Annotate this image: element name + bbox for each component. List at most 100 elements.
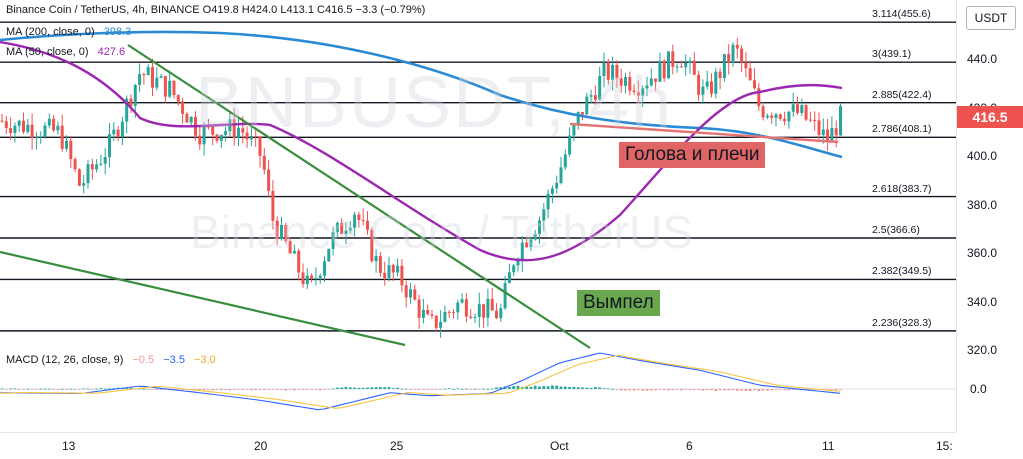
macd-histogram-bar bbox=[47, 388, 51, 390]
macd-histogram-bar bbox=[628, 389, 632, 391]
macd-histogram-bar bbox=[714, 389, 718, 392]
candle-body bbox=[589, 95, 593, 97]
candle-body bbox=[409, 289, 412, 298]
annotation-pennant[interactable]: Вымпел bbox=[577, 290, 660, 316]
price-tick-label: 340.0 bbox=[967, 294, 998, 309]
candle-body bbox=[774, 114, 778, 118]
candle-body bbox=[748, 68, 752, 81]
candle-body bbox=[426, 309, 430, 315]
candle-body bbox=[77, 169, 81, 186]
macd-histogram-bar bbox=[667, 389, 670, 391]
macd-histogram-bar bbox=[602, 388, 606, 390]
macd-histogram-bar bbox=[770, 389, 774, 391]
time-tick-label: 25 bbox=[390, 439, 404, 453]
candle-body bbox=[770, 115, 774, 118]
macd-histogram-bar bbox=[766, 389, 769, 391]
candle-body bbox=[357, 214, 361, 220]
candle-body bbox=[439, 321, 443, 328]
macd-histogram-bar bbox=[576, 387, 580, 389]
candle-body bbox=[649, 78, 653, 86]
macd-histogram-bar bbox=[198, 389, 202, 391]
macd-histogram-bar bbox=[499, 387, 503, 389]
macd-histogram-bar bbox=[52, 389, 55, 390]
macd-signal-value: −3.0 bbox=[194, 354, 216, 366]
candle-body bbox=[688, 60, 692, 64]
macd-histogram-bar bbox=[731, 389, 735, 391]
legend-ma200[interactable]: MA (200, close, 0) 398.3 bbox=[6, 26, 131, 38]
candle-body bbox=[224, 131, 228, 135]
candle-body bbox=[516, 260, 520, 266]
time-axis[interactable]: 13 20 25 Oct 6 11 15: bbox=[0, 432, 956, 459]
macd-histogram-bar bbox=[495, 387, 498, 389]
macd-histogram-bar bbox=[525, 386, 528, 389]
candle-body bbox=[215, 134, 219, 141]
macd-histogram-bar bbox=[465, 388, 468, 390]
candlesticks bbox=[0, 38, 842, 338]
candle-body bbox=[512, 265, 516, 273]
candle-body bbox=[636, 92, 640, 96]
macd-histogram-bar bbox=[649, 389, 653, 391]
candle-body bbox=[271, 190, 275, 221]
annotation-head-shoulders[interactable]: Голова и плечи bbox=[619, 142, 766, 168]
candle-body bbox=[684, 63, 688, 68]
ma200-value: 398.3 bbox=[103, 26, 132, 38]
candle-body bbox=[486, 298, 490, 318]
candle-body bbox=[292, 250, 296, 254]
candle-body bbox=[241, 128, 245, 133]
candle-body bbox=[133, 84, 137, 106]
candle-body bbox=[288, 241, 292, 254]
candle-body bbox=[662, 60, 666, 79]
macd-histogram-bar bbox=[340, 387, 344, 389]
candle-body bbox=[310, 275, 314, 279]
candle-body bbox=[443, 311, 447, 322]
candle-body bbox=[73, 159, 77, 170]
macd-histogram-bar bbox=[624, 389, 627, 391]
legend-macd[interactable]: MACD (12, 26, close, 9) −0.5 −3.5 −3.0 bbox=[6, 354, 216, 366]
currency-button[interactable]: USDT bbox=[966, 6, 1016, 30]
macd-histogram-bar bbox=[443, 388, 447, 390]
candle-body bbox=[366, 220, 369, 230]
macd-histogram-bar bbox=[9, 388, 12, 390]
candle-body bbox=[391, 265, 395, 273]
macd-histogram-bar bbox=[22, 389, 25, 390]
macd-histogram-bar bbox=[426, 389, 430, 390]
candle-body bbox=[413, 289, 417, 300]
legend-symbol[interactable]: Binance Coin / TetherUS, 4h, BINANCE O41… bbox=[6, 4, 426, 16]
candle-body bbox=[344, 230, 348, 234]
candle-body bbox=[826, 129, 830, 143]
legend-ma50[interactable]: MA (50, close, 0) 427.6 bbox=[6, 46, 125, 58]
chart-canvas[interactable] bbox=[0, 0, 956, 432]
macd-histogram-bar bbox=[310, 389, 313, 390]
macd-histogram-bar bbox=[69, 388, 73, 390]
candle-body bbox=[671, 51, 675, 68]
candle-body bbox=[232, 119, 236, 138]
macd-histogram-bar bbox=[383, 387, 387, 389]
macd-histogram-bar bbox=[262, 389, 266, 390]
candle-body bbox=[718, 71, 722, 79]
candle-body bbox=[404, 285, 408, 298]
candle-body bbox=[30, 124, 34, 139]
candle-body bbox=[314, 278, 318, 280]
fib-level-label: 2.885(422.4) bbox=[872, 88, 932, 101]
macd-histogram-bar bbox=[477, 389, 481, 390]
candle-body bbox=[615, 64, 619, 79]
macd-histogram-bar bbox=[417, 389, 421, 390]
candle-body bbox=[34, 137, 38, 139]
macd-histogram-bar bbox=[146, 389, 150, 390]
candle-body bbox=[163, 76, 167, 97]
macd-histogram-bar bbox=[452, 388, 455, 390]
macd-histogram-bar bbox=[675, 389, 679, 390]
candle-body bbox=[830, 128, 834, 143]
macd-histogram-bar bbox=[589, 387, 593, 389]
price-tick-label: 380.0 bbox=[967, 197, 998, 212]
candle-body bbox=[701, 86, 705, 95]
macd-histogram-bar bbox=[473, 388, 477, 390]
macd-histogram-bar bbox=[430, 389, 434, 390]
candle-body bbox=[834, 128, 838, 136]
macd-histogram-bar bbox=[237, 389, 240, 390]
candle-body bbox=[69, 140, 73, 160]
candle-body bbox=[727, 54, 731, 63]
macd-histogram-bar bbox=[826, 389, 829, 390]
